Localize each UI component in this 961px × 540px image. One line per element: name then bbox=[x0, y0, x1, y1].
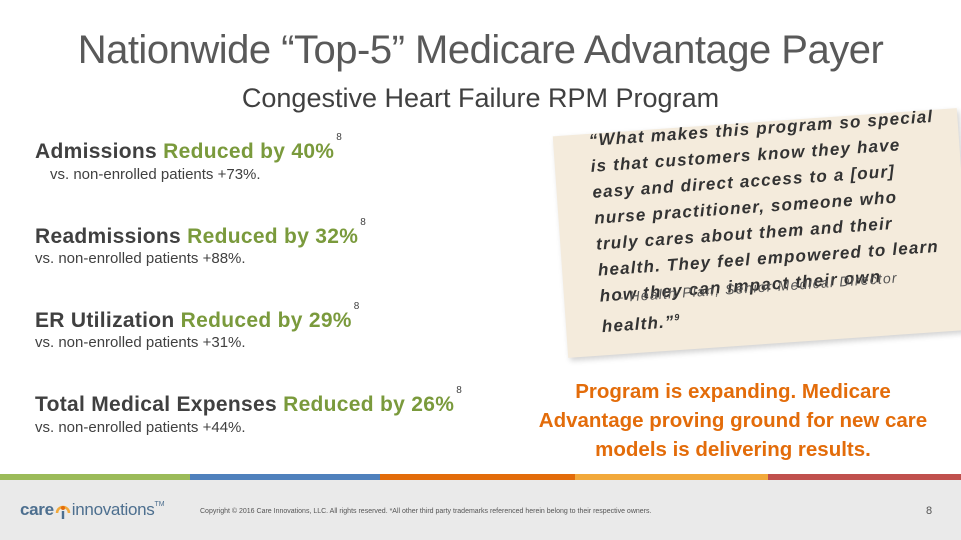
callout-text: Program is expanding. Medicare Advantage… bbox=[538, 380, 928, 461]
stripe-red bbox=[768, 474, 961, 480]
reference-marker: 8 bbox=[360, 217, 367, 228]
metric-comparison: vs. non-enrolled patients +31%. bbox=[35, 334, 246, 351]
logo-word-care: care bbox=[20, 500, 54, 519]
stripe-gold bbox=[575, 474, 768, 480]
reference-marker: 9 bbox=[673, 312, 681, 323]
copyright-notice: Copyright © 2016 Care Innovations, LLC. … bbox=[200, 508, 652, 515]
logo-arc-icon bbox=[55, 505, 71, 519]
care-innovations-logo: care innovations TM bbox=[20, 496, 165, 524]
stripe-green bbox=[0, 474, 190, 480]
reference-marker: 8 bbox=[336, 132, 343, 143]
metric-label: ER Utilization bbox=[35, 309, 175, 332]
slide-subtitle: Congestive Heart Failure RPM Program bbox=[241, 83, 720, 113]
metric-highlight: Reduced by 32% bbox=[187, 225, 359, 248]
metric-comparison: vs. non-enrolled patients +44%. bbox=[35, 419, 246, 436]
metric-readmissions: Readmissions Reduced by 32%8 bbox=[35, 217, 366, 249]
metric-label: Total Medical Expenses bbox=[35, 393, 277, 416]
stripe-blue bbox=[190, 474, 380, 480]
reference-marker: 8 bbox=[456, 385, 463, 396]
footer-bar bbox=[0, 480, 961, 540]
testimonial-quote: “What makes this program so special is t… bbox=[588, 104, 952, 341]
metric-highlight: Reduced by 40% bbox=[163, 140, 335, 163]
metric-er-utilization: ER Utilization Reduced by 29%8 bbox=[35, 301, 360, 333]
reference-marker: 8 bbox=[353, 301, 360, 312]
metric-highlight: Reduced by 29% bbox=[180, 309, 352, 332]
slide-title: Nationwide “Top-5” Medicare Advantage Pa… bbox=[77, 28, 884, 72]
stripe-orange bbox=[380, 474, 575, 480]
logo-word-innovations: innovations bbox=[71, 500, 155, 519]
metric-comparison: vs. non-enrolled patients +73%. bbox=[50, 166, 261, 183]
color-stripe-bar bbox=[0, 474, 961, 480]
metric-total-medical-expenses: Total Medical Expenses Reduced by 26%8 bbox=[35, 385, 462, 417]
metric-label: Readmissions bbox=[35, 225, 181, 248]
metric-highlight: Reduced by 26% bbox=[283, 393, 455, 416]
metric-comparison: vs. non-enrolled patients +88%. bbox=[35, 250, 246, 267]
logo-trademark: TM bbox=[154, 500, 165, 508]
page-number: 8 bbox=[926, 505, 933, 517]
metric-admissions: Admissions Reduced by 40%8 bbox=[35, 132, 342, 164]
metric-label: Admissions bbox=[35, 140, 158, 163]
